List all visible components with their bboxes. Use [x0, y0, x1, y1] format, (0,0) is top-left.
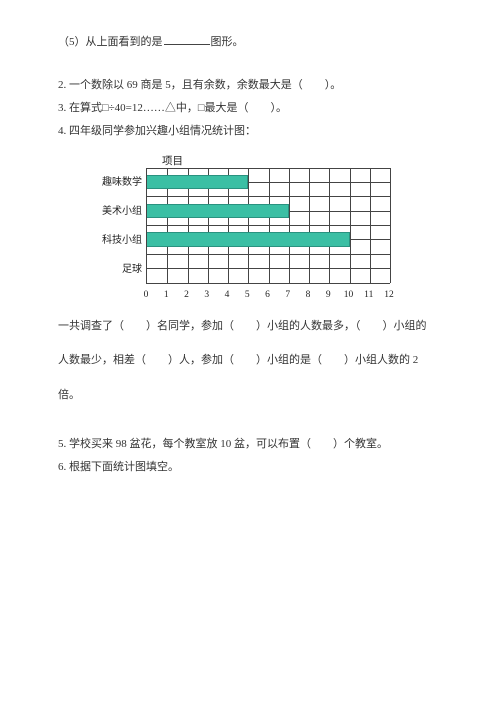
question-5a: （5）从上面看到的是 图形。 [58, 32, 442, 53]
question-5b: 5. 学校买来 98 盆花，每个教室放 10 盆，可以布置（ ）个教室。 [58, 434, 442, 455]
chart-plot-area [146, 168, 390, 284]
xtick-label: 2 [184, 286, 189, 304]
blank-q5[interactable] [164, 34, 210, 45]
worksheet-page: （5）从上面看到的是 图形。 2. 一个数除以 69 商是 5，且有余数，余数最大… [0, 0, 500, 478]
xtick-label: 10 [344, 286, 354, 304]
ylabel-3: 足球 [94, 257, 142, 282]
gridline-v [390, 168, 391, 283]
question-2: 2. 一个数除以 69 商是 5，且有余数，余数最大是（ ）。 [58, 75, 442, 96]
chart-y-labels: 趣味数学 美术小组 科技小组 足球 [94, 156, 146, 284]
chart-x-ticks: 0123456789101112 [146, 284, 389, 298]
ylabel-1: 美术小组 [94, 199, 142, 224]
xtick-label: 6 [265, 286, 270, 304]
gridline-h [147, 268, 390, 269]
chart-bar [147, 204, 289, 218]
xtick-label: 4 [225, 286, 230, 304]
q5-prefix: （5）从上面看到的是 [58, 36, 163, 48]
xtick-label: 3 [204, 286, 209, 304]
chart-bar [147, 175, 248, 189]
chart-body: 趣味数学 美术小组 科技小组 足球 [94, 156, 390, 284]
xtick-label: 8 [306, 286, 311, 304]
xtick-label: 1 [164, 286, 169, 304]
question-4-line3: 倍。 [58, 385, 442, 406]
xtick-label: 9 [326, 286, 331, 304]
question-4-line2: 人数最少，相差（ ）人，参加（ ）小组的是（ ）小组人数的 2 [58, 350, 442, 371]
xtick-label: 12 [384, 286, 394, 304]
q5-suffix: 图形。 [211, 36, 244, 48]
gridline-h [147, 196, 390, 197]
ylabel-0: 趣味数学 [94, 170, 142, 195]
gridline-h [147, 168, 390, 169]
xtick-label: 11 [364, 286, 373, 304]
chart-bar [147, 232, 350, 246]
gridline-h [147, 254, 390, 255]
xtick-label: 0 [144, 286, 149, 304]
question-block: 2. 一个数除以 69 商是 5，且有余数，余数最大是（ ）。 3. 在算式□÷… [58, 75, 442, 142]
question-4-intro: 4. 四年级同学参加兴趣小组情况统计图： [58, 121, 442, 142]
gridline-h [147, 225, 390, 226]
question-3: 3. 在算式□÷40=12……△中，□最大是（ ）。 [58, 98, 442, 119]
question-6: 6. 根据下面统计图填空。 [58, 457, 442, 478]
ylabel-2: 科技小组 [94, 228, 142, 253]
xtick-label: 5 [245, 286, 250, 304]
bar-chart: 项目 趣味数学 美术小组 科技小组 足球 0123456789101112 [94, 156, 390, 298]
question-4-line1: 一共调查了（ ）名同学，参加（ ）小组的人数最多，（ ）小组的 [58, 316, 442, 337]
xtick-label: 7 [285, 286, 290, 304]
